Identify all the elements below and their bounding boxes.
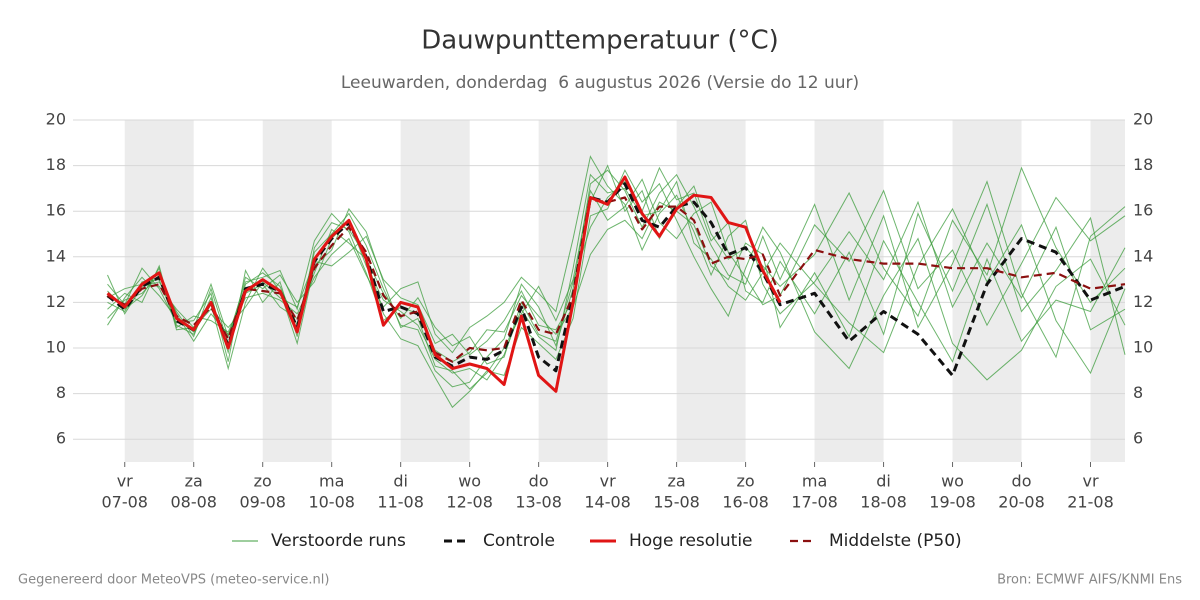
- y2-tick-label: 16: [1133, 201, 1153, 220]
- x-tick-weekday: zo: [254, 472, 272, 491]
- x-tick-label: 20-08: [998, 493, 1045, 512]
- chart-subtitle: Leeuwarden, donderdag 6 augustus 2026 (V…: [341, 73, 859, 93]
- y2-tick-label: 6: [1133, 429, 1143, 448]
- x-tick-weekday: wo: [941, 472, 964, 491]
- x-tick-label: 16-08: [722, 493, 769, 512]
- x-tick-label: 13-08: [515, 493, 562, 512]
- y-tick-label: 14: [46, 246, 66, 265]
- footer-right: Bron: ECMWF AIFS/KNMI Ens: [997, 573, 1182, 588]
- y-tick-label: 18: [46, 155, 66, 174]
- legend-label: Middelste (P50): [829, 531, 962, 551]
- x-tick-label: 08-08: [170, 493, 217, 512]
- x-tick-weekday: vr: [117, 472, 133, 491]
- x-tick-label: 10-08: [308, 493, 355, 512]
- x-tick-weekday: za: [668, 472, 686, 491]
- y-tick-label: 6: [56, 429, 66, 448]
- x-tick-weekday: do: [1012, 472, 1032, 491]
- day-band: [676, 120, 746, 462]
- y2-tick-label: 20: [1133, 110, 1153, 129]
- x-tick-label: 14-08: [584, 493, 631, 512]
- x-tick-label: 07-08: [101, 493, 148, 512]
- ensemble-run: [107, 169, 1126, 409]
- ensemble-run: [107, 178, 1126, 390]
- day-band: [400, 120, 470, 462]
- x-tick-weekday: di: [393, 472, 408, 491]
- x-tick-label: 19-08: [929, 493, 976, 512]
- x-tick-label: 12-08: [446, 493, 493, 512]
- footer-left: Gegenereerd door MeteoVPS (meteo-service…: [18, 573, 329, 588]
- series-line: [106, 175, 782, 393]
- x-tick-weekday: do: [529, 472, 549, 491]
- x-tick-weekday: ma: [319, 472, 344, 491]
- ensemble-run: [107, 164, 1126, 356]
- x-tick-label: 21-08: [1067, 493, 1114, 512]
- day-band: [814, 120, 884, 462]
- x-tick-label: 17-08: [791, 493, 838, 512]
- day-band: [1090, 120, 1125, 462]
- y-tick-label: 8: [56, 383, 66, 402]
- x-tick-label: 18-08: [860, 493, 907, 512]
- series-line: [106, 196, 1126, 363]
- x-tick-label: 09-08: [239, 493, 286, 512]
- y-tick-label: 10: [46, 338, 66, 357]
- legend-label: Controle: [483, 531, 555, 551]
- day-band: [952, 120, 1022, 462]
- x-tick-weekday: za: [185, 472, 203, 491]
- day-band: [262, 120, 332, 462]
- x-tick-weekday: vr: [600, 472, 616, 491]
- legend-label: Verstoorde runs: [271, 531, 406, 551]
- x-tick-weekday: ma: [802, 472, 827, 491]
- y2-tick-label: 12: [1133, 292, 1153, 311]
- y2-tick-label: 10: [1133, 338, 1153, 357]
- y-tick-label: 12: [46, 292, 66, 311]
- y-tick-label: 16: [46, 201, 66, 220]
- legend-label: Hoge resolutie: [629, 531, 753, 551]
- y2-tick-label: 18: [1133, 155, 1153, 174]
- ensemble-run: [107, 169, 1126, 388]
- x-tick-weekday: wo: [458, 472, 481, 491]
- x-tick-label: 15-08: [653, 493, 700, 512]
- y-tick-label: 20: [46, 110, 66, 129]
- x-tick-weekday: zo: [736, 472, 754, 491]
- ensemble-run: [107, 201, 1126, 363]
- y2-tick-label: 8: [1133, 383, 1143, 402]
- ensemble-run: [107, 173, 1126, 381]
- chart-title: Dauwpunttemperatuur (°C): [421, 26, 779, 56]
- y2-tick-label: 14: [1133, 246, 1153, 265]
- x-tick-weekday: vr: [1082, 472, 1098, 491]
- x-tick-label: 11-08: [377, 493, 424, 512]
- ensemble-run: [107, 166, 1126, 365]
- x-tick-weekday: di: [876, 472, 891, 491]
